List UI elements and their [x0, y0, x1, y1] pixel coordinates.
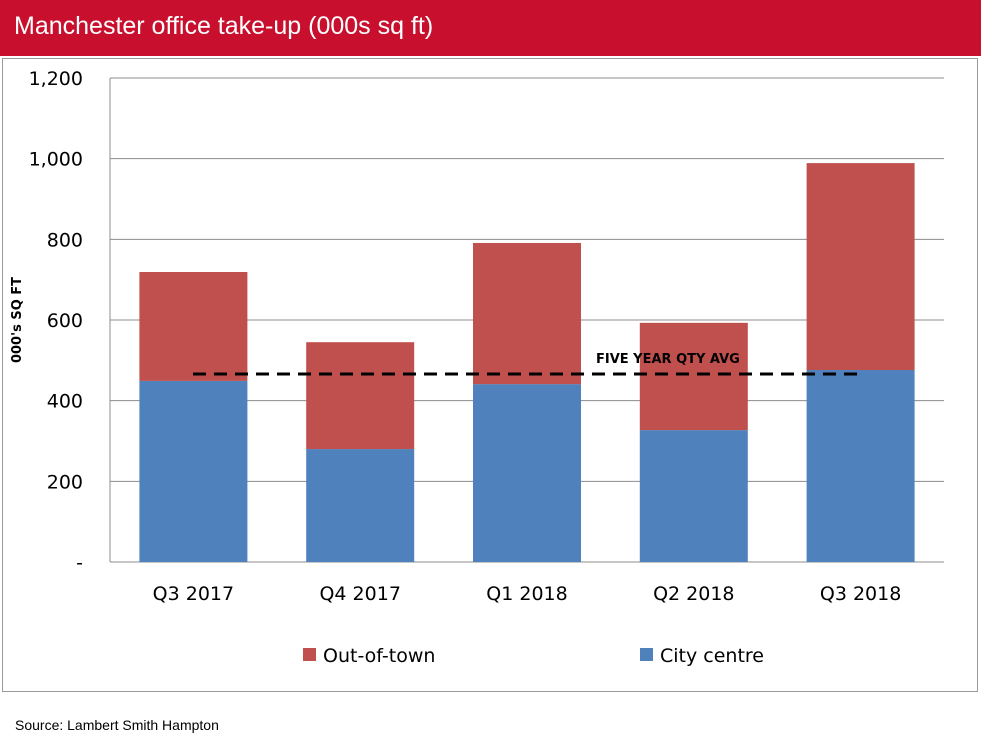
bar-out-of-town: [639, 322, 748, 431]
bar-out-of-town: [139, 272, 248, 381]
x-tick-label: Q4 2017: [319, 583, 400, 605]
y-tick-label: 800: [47, 229, 83, 251]
y-tick-label: 1,000: [29, 149, 83, 171]
y-axis-label: 000's SQ FT: [10, 277, 25, 363]
chart-title: Manchester office take-up (000s sq ft): [14, 12, 434, 40]
y-tick-label: 200: [47, 471, 83, 493]
bar-city-centre: [806, 370, 915, 562]
legend-label: Out-of-town: [323, 645, 435, 667]
bar-city-centre: [306, 449, 415, 562]
bar-city-centre: [639, 430, 748, 562]
bar-out-of-town: [306, 342, 415, 450]
legend-swatch: [303, 648, 316, 661]
bar-city-centre: [139, 380, 248, 562]
source-note: Source: Lambert Smith Hampton: [15, 717, 219, 733]
y-tick-label: 600: [47, 310, 83, 332]
legend-swatch: [640, 648, 653, 661]
y-tick-label: 400: [47, 391, 83, 413]
legend-label: City centre: [660, 645, 764, 667]
y-tick-label: 1,200: [29, 68, 83, 90]
y-tick-label: -: [76, 552, 83, 574]
x-tick-label: Q1 2018: [486, 583, 567, 605]
x-tick-label: Q2 2018: [653, 583, 734, 605]
chart-frame: [2, 58, 978, 692]
bar-city-centre: [473, 384, 581, 562]
bar-out-of-town: [473, 242, 581, 385]
title-bar: Manchester office take-up (000s sq ft): [0, 0, 981, 56]
reference-line-label: FIVE YEAR QTY AVG: [596, 352, 740, 367]
bar-out-of-town: [806, 163, 915, 371]
x-tick-label: Q3 2018: [820, 583, 901, 605]
x-tick-label: Q3 2017: [153, 583, 234, 605]
